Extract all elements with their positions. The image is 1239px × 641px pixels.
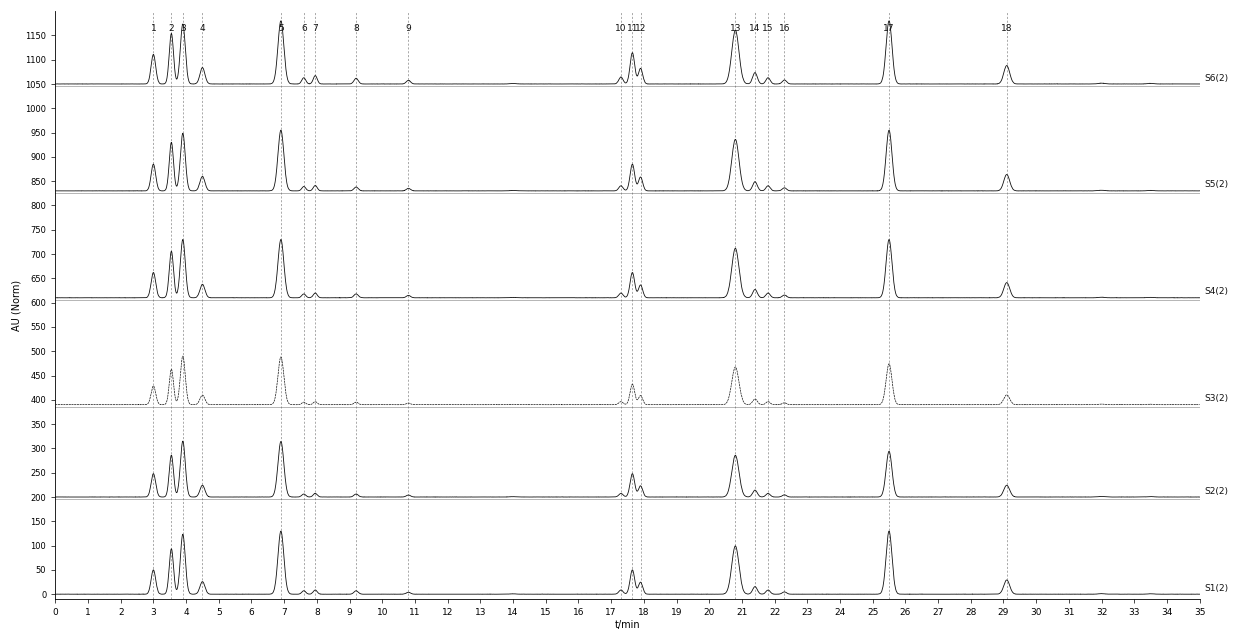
Y-axis label: AU (Norm): AU (Norm)	[11, 279, 21, 331]
Text: 10: 10	[616, 24, 627, 33]
Text: 9: 9	[405, 24, 411, 33]
Text: S1(2): S1(2)	[1204, 584, 1229, 593]
X-axis label: t/min: t/min	[615, 620, 641, 630]
Text: 11: 11	[627, 24, 638, 33]
Text: S6(2): S6(2)	[1204, 74, 1229, 83]
Text: 3: 3	[180, 24, 186, 33]
Text: 12: 12	[634, 24, 647, 33]
Text: 18: 18	[1001, 24, 1012, 33]
Text: 5: 5	[278, 24, 284, 33]
Text: 13: 13	[730, 24, 741, 33]
Text: 6: 6	[301, 24, 307, 33]
Text: 2: 2	[169, 24, 175, 33]
Text: 4: 4	[199, 24, 206, 33]
Text: 8: 8	[353, 24, 359, 33]
Text: S2(2): S2(2)	[1204, 487, 1229, 495]
Text: 17: 17	[883, 24, 895, 33]
Text: 7: 7	[312, 24, 318, 33]
Text: 16: 16	[778, 24, 790, 33]
Text: 15: 15	[762, 24, 774, 33]
Text: 14: 14	[750, 24, 761, 33]
Text: S4(2): S4(2)	[1204, 287, 1229, 296]
Text: S5(2): S5(2)	[1204, 181, 1229, 190]
Text: S3(2): S3(2)	[1204, 394, 1229, 403]
Text: 1: 1	[150, 24, 156, 33]
